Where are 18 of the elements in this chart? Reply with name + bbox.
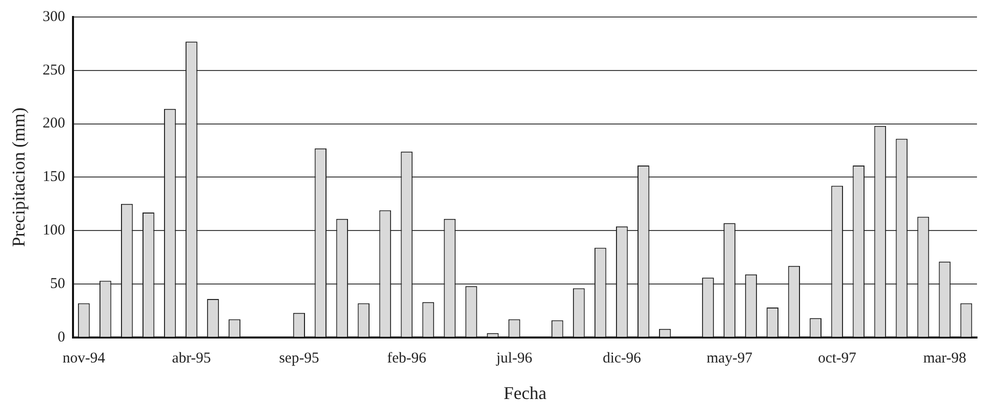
y-axis-title: Precipitacion (mm) [8,107,29,247]
y-tick-label: 50 [50,276,66,292]
x-axis-title: Fecha [504,382,547,403]
y-tick-label: 250 [42,62,66,78]
x-tick-label: may-97 [706,350,753,366]
y-tick-label: 300 [42,8,66,25]
x-tick-label: sep-95 [279,350,320,366]
x-tick-label: jul-96 [495,350,533,366]
y-tick-label: 100 [42,222,66,239]
x-tick-label: mar-98 [923,350,966,366]
y-tick-label: 200 [42,116,66,132]
x-tick-label: feb-96 [387,350,427,366]
x-tick-label: abr-95 [172,350,211,366]
x-tick-label: oct-97 [818,350,857,366]
x-tick-label: nov-94 [62,350,106,366]
x-tick-label: dic-96 [602,350,642,366]
y-tick-label: 150 [42,169,66,186]
y-tick-label: 0 [58,329,66,346]
